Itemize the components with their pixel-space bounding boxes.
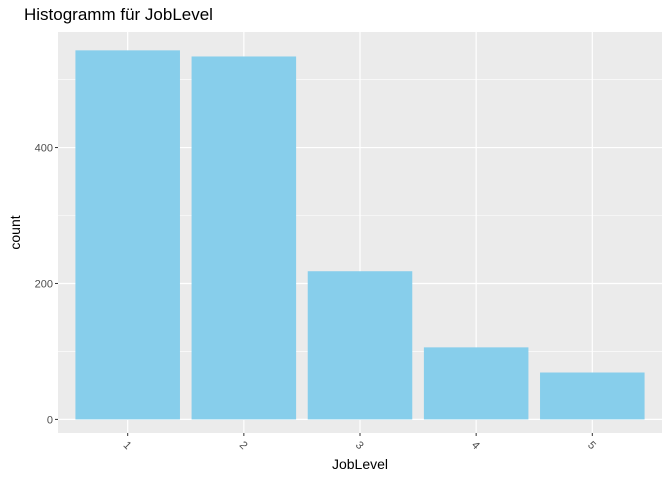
x-axis: 1 2 3 4 5 [121,433,598,452]
x-tick-label: 5 [585,439,598,452]
bar-2 [191,56,297,420]
x-tick-label: 1 [121,439,134,452]
x-tick-label: 4 [469,439,482,452]
bars [75,50,645,420]
y-axis-title: count [7,215,23,249]
y-axis: 0 200 400 [35,143,58,426]
y-tick-label: 200 [35,278,53,290]
bar-1 [75,50,180,420]
bar-3 [307,271,413,420]
chart-title: Histogramm für JobLevel [24,5,213,24]
x-tick-label: 2 [237,439,250,452]
x-tick-label: 3 [353,439,366,452]
y-tick-label: 400 [35,143,53,155]
x-axis-title: JobLevel [332,456,388,472]
y-tick-label: 0 [47,414,53,426]
bar-5 [540,372,645,420]
bar-4 [423,347,529,420]
